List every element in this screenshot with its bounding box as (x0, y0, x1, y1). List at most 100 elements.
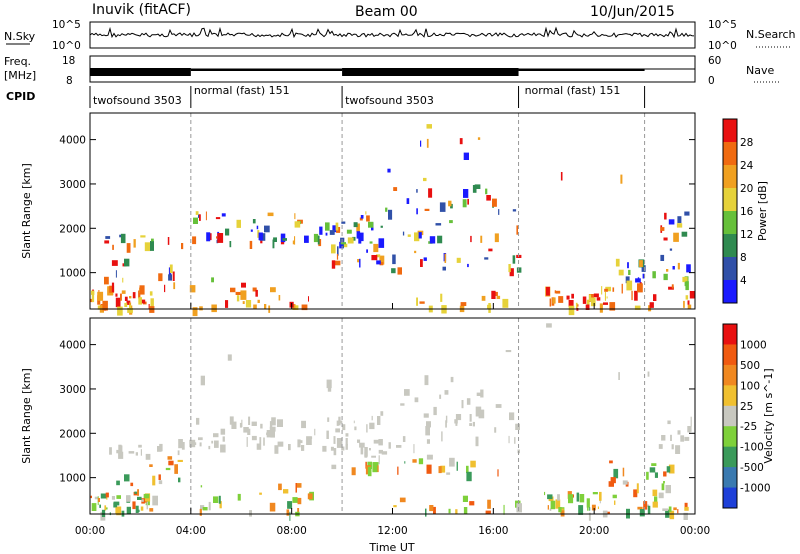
power-echo (359, 258, 361, 268)
velocity-echo (211, 440, 214, 444)
velocity-echo (306, 436, 312, 445)
power-echo (660, 254, 665, 261)
power-echo (668, 219, 675, 225)
velocity-echo (124, 474, 130, 482)
velocity-echo (269, 502, 276, 512)
power-echo (329, 230, 335, 235)
power-colorbar-tick-6: 28 (740, 137, 753, 149)
power-echo (516, 225, 518, 235)
velocity-echo (614, 500, 616, 505)
power-echo (414, 232, 420, 242)
velocity-colorbar-label: Velocity [m s^-1] (762, 368, 775, 463)
power-echo (391, 268, 396, 274)
velocity-ytick-3: 4000 (59, 340, 86, 352)
power-echo (240, 290, 247, 300)
velocity-echo (591, 504, 596, 511)
power-echo (492, 198, 497, 207)
power-echo (671, 284, 674, 289)
power-echo (387, 168, 391, 173)
power-echo (339, 241, 344, 249)
power-echo (215, 217, 221, 220)
velocity-echo (637, 506, 643, 510)
velocity-echo (469, 501, 475, 506)
velocity-echo (654, 472, 658, 478)
power-echo (677, 216, 682, 224)
power-echo (568, 305, 575, 316)
velocity-echo (550, 500, 556, 510)
power-echo (516, 267, 522, 273)
velocity-echo (469, 414, 472, 422)
power-echo (267, 212, 274, 217)
velocity-colorbar-swatch-6 (723, 446, 737, 468)
cpid-label-1: normal (fast) 151 (194, 84, 290, 97)
velocity-echo (152, 475, 156, 486)
velocity-echo (424, 375, 429, 386)
power-echo (627, 262, 629, 269)
velocity-echo (357, 439, 361, 443)
velocity-echo (475, 436, 479, 447)
velocity-echo (485, 510, 491, 515)
velocity-echo (251, 421, 257, 426)
power-echo (373, 243, 379, 253)
velocity-echo (466, 398, 471, 405)
freq-label: Freq. (4, 55, 31, 68)
power-echo (97, 291, 104, 301)
velocity-echo (469, 423, 473, 426)
velocity-echo (178, 439, 183, 449)
power-echo (378, 238, 385, 248)
velocity-echo (400, 403, 405, 406)
velocity-echo (547, 494, 553, 500)
power-echo (467, 198, 469, 205)
power-echo (104, 240, 110, 244)
velocity-echo (618, 372, 620, 380)
power-echo (669, 248, 673, 251)
power-echo (304, 235, 309, 243)
velocity-colorbar-swatch-8 (723, 487, 737, 509)
power-echo (474, 184, 481, 189)
velocity-echo (130, 482, 134, 487)
power-echo (429, 236, 436, 244)
velocity-echo (241, 419, 243, 427)
velocity-echo (360, 445, 364, 455)
velocity-echo (222, 436, 225, 442)
power-echo (229, 241, 232, 248)
power-echo (144, 242, 151, 252)
power-echo (221, 213, 226, 217)
velocity-echo (677, 430, 681, 435)
site-title: Inuvik (fitACF) (92, 2, 191, 18)
velocity-echo (249, 510, 252, 517)
velocity-echo (597, 506, 599, 509)
velocity-echo (455, 414, 462, 421)
velocity-echo (278, 483, 282, 491)
velocity-colorbar-swatch-0 (723, 324, 737, 345)
power-echo (126, 243, 131, 253)
velocity-echo (445, 415, 448, 423)
velocity-echo (118, 444, 122, 452)
power-echo (423, 177, 427, 182)
cpid-label-2: twofsound 3503 (345, 94, 434, 107)
velocity-echo (378, 439, 383, 446)
freq-tick-bottom: 8 (66, 75, 73, 87)
velocity-echo (380, 411, 384, 416)
velocity-echo (480, 389, 484, 398)
velocity-echo (544, 491, 546, 496)
power-echo (337, 246, 339, 256)
power-echo (120, 293, 122, 301)
power-echo (566, 295, 570, 300)
velocity-echo (126, 506, 131, 515)
power-echo (496, 295, 501, 299)
nave-series (90, 68, 645, 76)
velocity-echo (115, 507, 119, 515)
velocity-echo (181, 442, 185, 450)
power-echo (360, 215, 364, 219)
power-echo (686, 264, 691, 273)
power-echo (115, 293, 118, 297)
power-echo (552, 297, 556, 304)
velocity-echo (297, 439, 301, 448)
power-echo (334, 260, 341, 266)
velocity-echo (587, 506, 589, 511)
power-echo (148, 304, 150, 309)
velocity-echo (158, 480, 163, 485)
velocity-echo (227, 354, 232, 361)
velocity-echo (514, 437, 516, 444)
